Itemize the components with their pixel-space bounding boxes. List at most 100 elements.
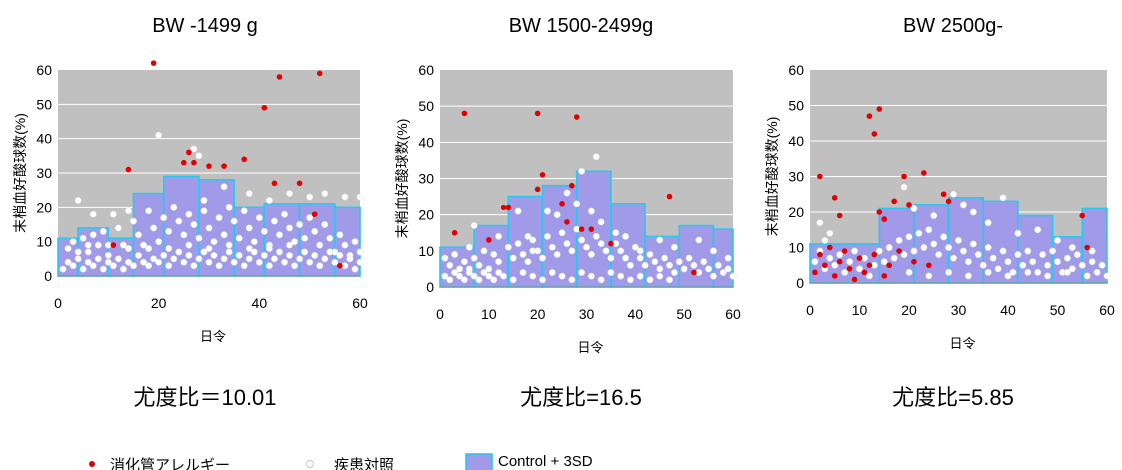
control-point <box>999 247 1007 255</box>
control-point <box>356 193 364 201</box>
control-point <box>548 269 556 276</box>
control-point <box>321 221 329 228</box>
control-point <box>276 231 283 239</box>
control-point <box>79 234 87 242</box>
allergy-point <box>110 242 117 248</box>
control-point <box>460 258 468 266</box>
control-point <box>119 265 127 273</box>
control-point <box>1044 272 1052 280</box>
control-point <box>441 254 449 262</box>
control-point <box>974 251 982 259</box>
control-point <box>210 238 218 246</box>
control-point <box>170 203 178 211</box>
allergy-point <box>881 216 888 222</box>
control-point <box>651 258 659 266</box>
control-point <box>969 208 977 216</box>
control-point <box>587 207 595 215</box>
control-point <box>999 194 1007 202</box>
allergy-point <box>851 276 858 283</box>
control-point <box>539 254 546 262</box>
control-point <box>1019 261 1027 269</box>
x-tick-label: 40 <box>628 306 644 322</box>
control-point <box>578 236 586 244</box>
control-point <box>960 247 967 255</box>
control-point <box>190 145 198 153</box>
control-point <box>890 254 898 262</box>
control-point <box>670 269 678 276</box>
allergy-point <box>534 186 541 193</box>
control-point <box>225 248 233 256</box>
control-point <box>945 268 953 276</box>
control-point <box>500 272 507 280</box>
control-point <box>245 245 253 252</box>
control-point <box>230 258 238 266</box>
x-tick-label: 0 <box>54 295 62 311</box>
control-point <box>950 254 957 262</box>
control-point <box>578 167 586 175</box>
control-point <box>1063 254 1071 262</box>
allergy-point <box>940 191 947 198</box>
x-tick-label: 60 <box>1099 302 1115 318</box>
control-point <box>185 210 193 218</box>
control-point <box>705 265 713 273</box>
control-point <box>160 214 168 222</box>
control-point <box>1093 268 1101 276</box>
allergy-point <box>831 195 838 201</box>
control-point <box>964 258 972 266</box>
allergy-point <box>836 258 843 265</box>
control-point <box>636 254 644 262</box>
control-point <box>306 193 314 201</box>
control-point <box>185 251 193 259</box>
control-point <box>125 258 132 266</box>
control-point <box>281 210 288 218</box>
control-point <box>1103 272 1111 280</box>
control-point <box>675 258 683 266</box>
control-point <box>260 251 268 259</box>
allergy-point <box>261 104 268 111</box>
control-point <box>255 258 263 266</box>
control-band-bar <box>1081 207 1108 284</box>
control-point <box>225 203 233 211</box>
control-point <box>235 251 243 259</box>
control-point <box>205 224 213 232</box>
allergy-point <box>841 248 848 254</box>
control-point <box>331 258 339 266</box>
control-point <box>205 245 213 252</box>
control-point <box>1034 268 1042 276</box>
x-tick-label: 60 <box>352 295 368 311</box>
allergy-point <box>296 180 303 187</box>
control-point <box>84 258 92 266</box>
control-point <box>656 265 664 273</box>
control-point <box>592 153 600 161</box>
allergy-point <box>539 172 546 178</box>
control-point <box>104 258 112 266</box>
control-point <box>1073 251 1081 259</box>
control-point <box>1024 247 1032 255</box>
control-point <box>74 197 82 204</box>
control-point <box>543 232 551 240</box>
control-point <box>519 269 527 276</box>
legend-control-label: 疾患対照 <box>334 457 394 470</box>
control-point <box>74 248 82 256</box>
control-point <box>245 190 253 198</box>
control-point <box>451 251 459 258</box>
control-point <box>680 265 688 273</box>
allergy-point <box>191 159 197 166</box>
control-point <box>622 232 630 240</box>
control-point <box>281 258 288 266</box>
chart-panel-1: BW -1499 g 0 10 20 30 40 50 60 0 20 40 60 日令 末梢血好酸球数(… <box>12 15 368 344</box>
control-band-bar <box>678 224 715 288</box>
control-point <box>470 222 478 229</box>
control-point <box>89 210 97 218</box>
control-point <box>84 248 92 256</box>
x-tick-label: 0 <box>806 302 814 318</box>
y-tick-label: 60 <box>418 62 434 78</box>
control-point <box>578 269 586 276</box>
allergy-point <box>691 269 697 276</box>
control-point <box>646 251 654 258</box>
control-point <box>1098 261 1106 269</box>
x-axis-label: 日令 <box>577 340 603 355</box>
control-point <box>543 207 551 215</box>
control-point <box>346 255 354 263</box>
y-tick-label: 40 <box>418 134 434 150</box>
